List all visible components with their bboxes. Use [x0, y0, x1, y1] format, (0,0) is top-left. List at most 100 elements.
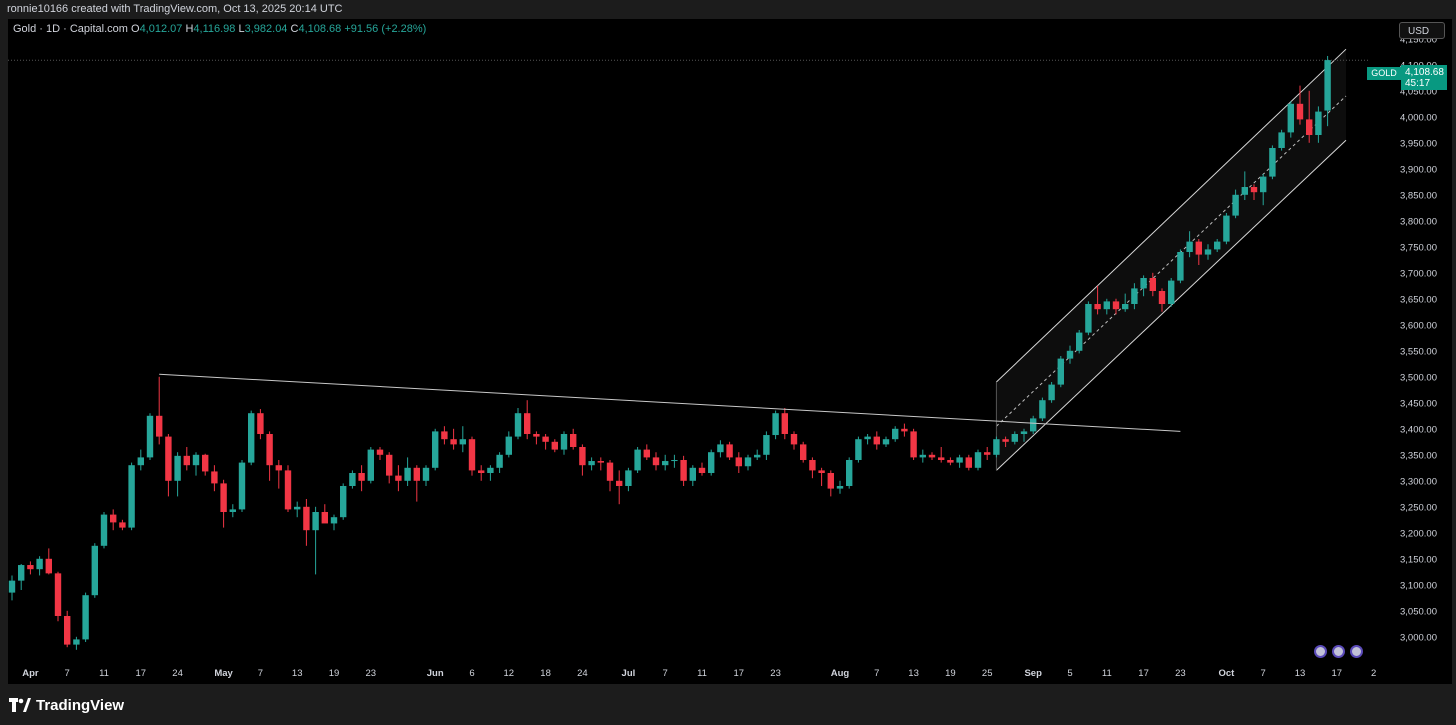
legend-low-label: L: [238, 23, 245, 35]
event-icon[interactable]: [1314, 645, 1327, 658]
candle: [864, 434, 871, 445]
candle: [1002, 436, 1009, 447]
candle: [1103, 298, 1110, 315]
time-axis[interactable]: Apr 7 11 17 24 May 7 13 19 23 Jun 6 12 18 24 Jul 7 11 17 23…: [22, 668, 1376, 679]
candle: [616, 470, 623, 505]
price-axis[interactable]: 4,150.004,100.004,050.004,000.003,950.00…: [1400, 34, 1437, 643]
candle: [809, 457, 816, 479]
candle-body: [1048, 384, 1055, 401]
candle: [1287, 101, 1294, 138]
candle-body: [146, 415, 154, 458]
candle: [330, 514, 338, 531]
channel-fill: [996, 49, 1346, 471]
candle-body: [570, 434, 577, 447]
candle-body: [1112, 301, 1120, 310]
candle: [1076, 330, 1083, 354]
candle: [487, 465, 494, 481]
candle-body: [54, 573, 62, 616]
footer: TradingView: [0, 684, 1456, 725]
candle-body: [790, 434, 798, 445]
candle: [220, 479, 227, 528]
candle-body: [1011, 434, 1018, 442]
time-tick-label: Jul: [622, 668, 636, 679]
candle: [1011, 431, 1018, 445]
candle: [284, 465, 292, 512]
candle-body: [735, 457, 742, 467]
candle-body: [1241, 187, 1248, 195]
candle: [735, 452, 742, 473]
candle: [781, 408, 788, 440]
time-tick-label: 7: [258, 668, 263, 679]
candle: [82, 592, 89, 642]
time-tick-label: 23: [366, 668, 377, 679]
currency-button[interactable]: USD: [1399, 22, 1445, 39]
candle-body: [551, 441, 558, 450]
candle-body: [294, 506, 301, 510]
legend-low-value: 3,982.04: [244, 23, 288, 35]
candle: [459, 426, 466, 453]
candle: [137, 449, 144, 471]
candle: [560, 431, 568, 455]
price-tick-label: 3,050.00: [1400, 606, 1437, 617]
trendline-layer[interactable]: [159, 373, 1181, 432]
event-icon[interactable]: [1332, 645, 1345, 658]
time-tick-label: 13: [908, 668, 919, 679]
candle: [1186, 231, 1193, 258]
price-tick-label: 3,550.00: [1400, 346, 1437, 357]
candle: [717, 440, 724, 458]
symbol-tag: GOLD: [1367, 67, 1401, 80]
chart-area[interactable]: 4,150.004,100.004,050.004,000.003,950.00…: [8, 19, 1452, 684]
candle-body: [1223, 215, 1230, 242]
event-icon[interactable]: [1350, 645, 1363, 658]
legend-close-value: 4,108.68: [298, 23, 342, 35]
candle-body: [956, 457, 963, 463]
candle: [1223, 213, 1230, 245]
time-tick-label: 24: [577, 668, 588, 679]
candle: [836, 480, 844, 494]
candle-body: [386, 454, 393, 476]
candle: [1296, 85, 1304, 125]
candle: [1177, 249, 1184, 284]
time-tick-label: Apr: [22, 668, 39, 679]
legend-close-label: C: [290, 23, 299, 35]
economic-events[interactable]: [1314, 645, 1363, 658]
candle: [312, 506, 319, 575]
candle-body: [156, 415, 163, 437]
price-tick-label: 4,050.00: [1400, 86, 1437, 97]
candle-body: [100, 514, 108, 546]
candle: [1149, 272, 1156, 297]
candle: [367, 447, 374, 484]
candlestick-chart[interactable]: 4,150.004,100.004,050.004,000.003,950.00…: [8, 19, 1452, 684]
candle: [671, 454, 678, 468]
time-tick-label: 13: [292, 668, 303, 679]
candle-body: [1057, 358, 1064, 385]
candle-body: [800, 444, 807, 460]
attribution-bar: ronnie10166 created with TradingView.com…: [0, 0, 1456, 19]
candle-body: [606, 462, 614, 481]
candle-body: [1278, 132, 1285, 148]
candle: [910, 428, 917, 460]
candle: [873, 431, 880, 450]
candle-body: [560, 434, 568, 450]
candle: [754, 449, 761, 460]
attribution-text: ronnie10166 created with TradingView.com…: [7, 3, 343, 15]
candle-body: [1204, 249, 1212, 255]
tradingview-logo[interactable]: TradingView: [9, 695, 124, 715]
candle-body: [1296, 103, 1304, 120]
candle-body: [579, 447, 586, 466]
candle-body: [1030, 418, 1037, 432]
candle: [468, 436, 476, 476]
candle-body: [367, 449, 374, 481]
candle-body: [1066, 350, 1074, 359]
candle: [625, 467, 632, 492]
candle-body: [1076, 332, 1083, 351]
candle: [1122, 293, 1129, 312]
price-tick-label: 3,300.00: [1400, 476, 1437, 487]
candle-body: [340, 486, 347, 518]
price-tick-label: 3,950.00: [1400, 138, 1437, 149]
candle: [846, 457, 853, 489]
price-tick-label: 3,400.00: [1400, 424, 1437, 435]
candle-body: [763, 435, 770, 455]
channel-middle-line: [996, 95, 1347, 427]
candle: [1048, 382, 1055, 403]
